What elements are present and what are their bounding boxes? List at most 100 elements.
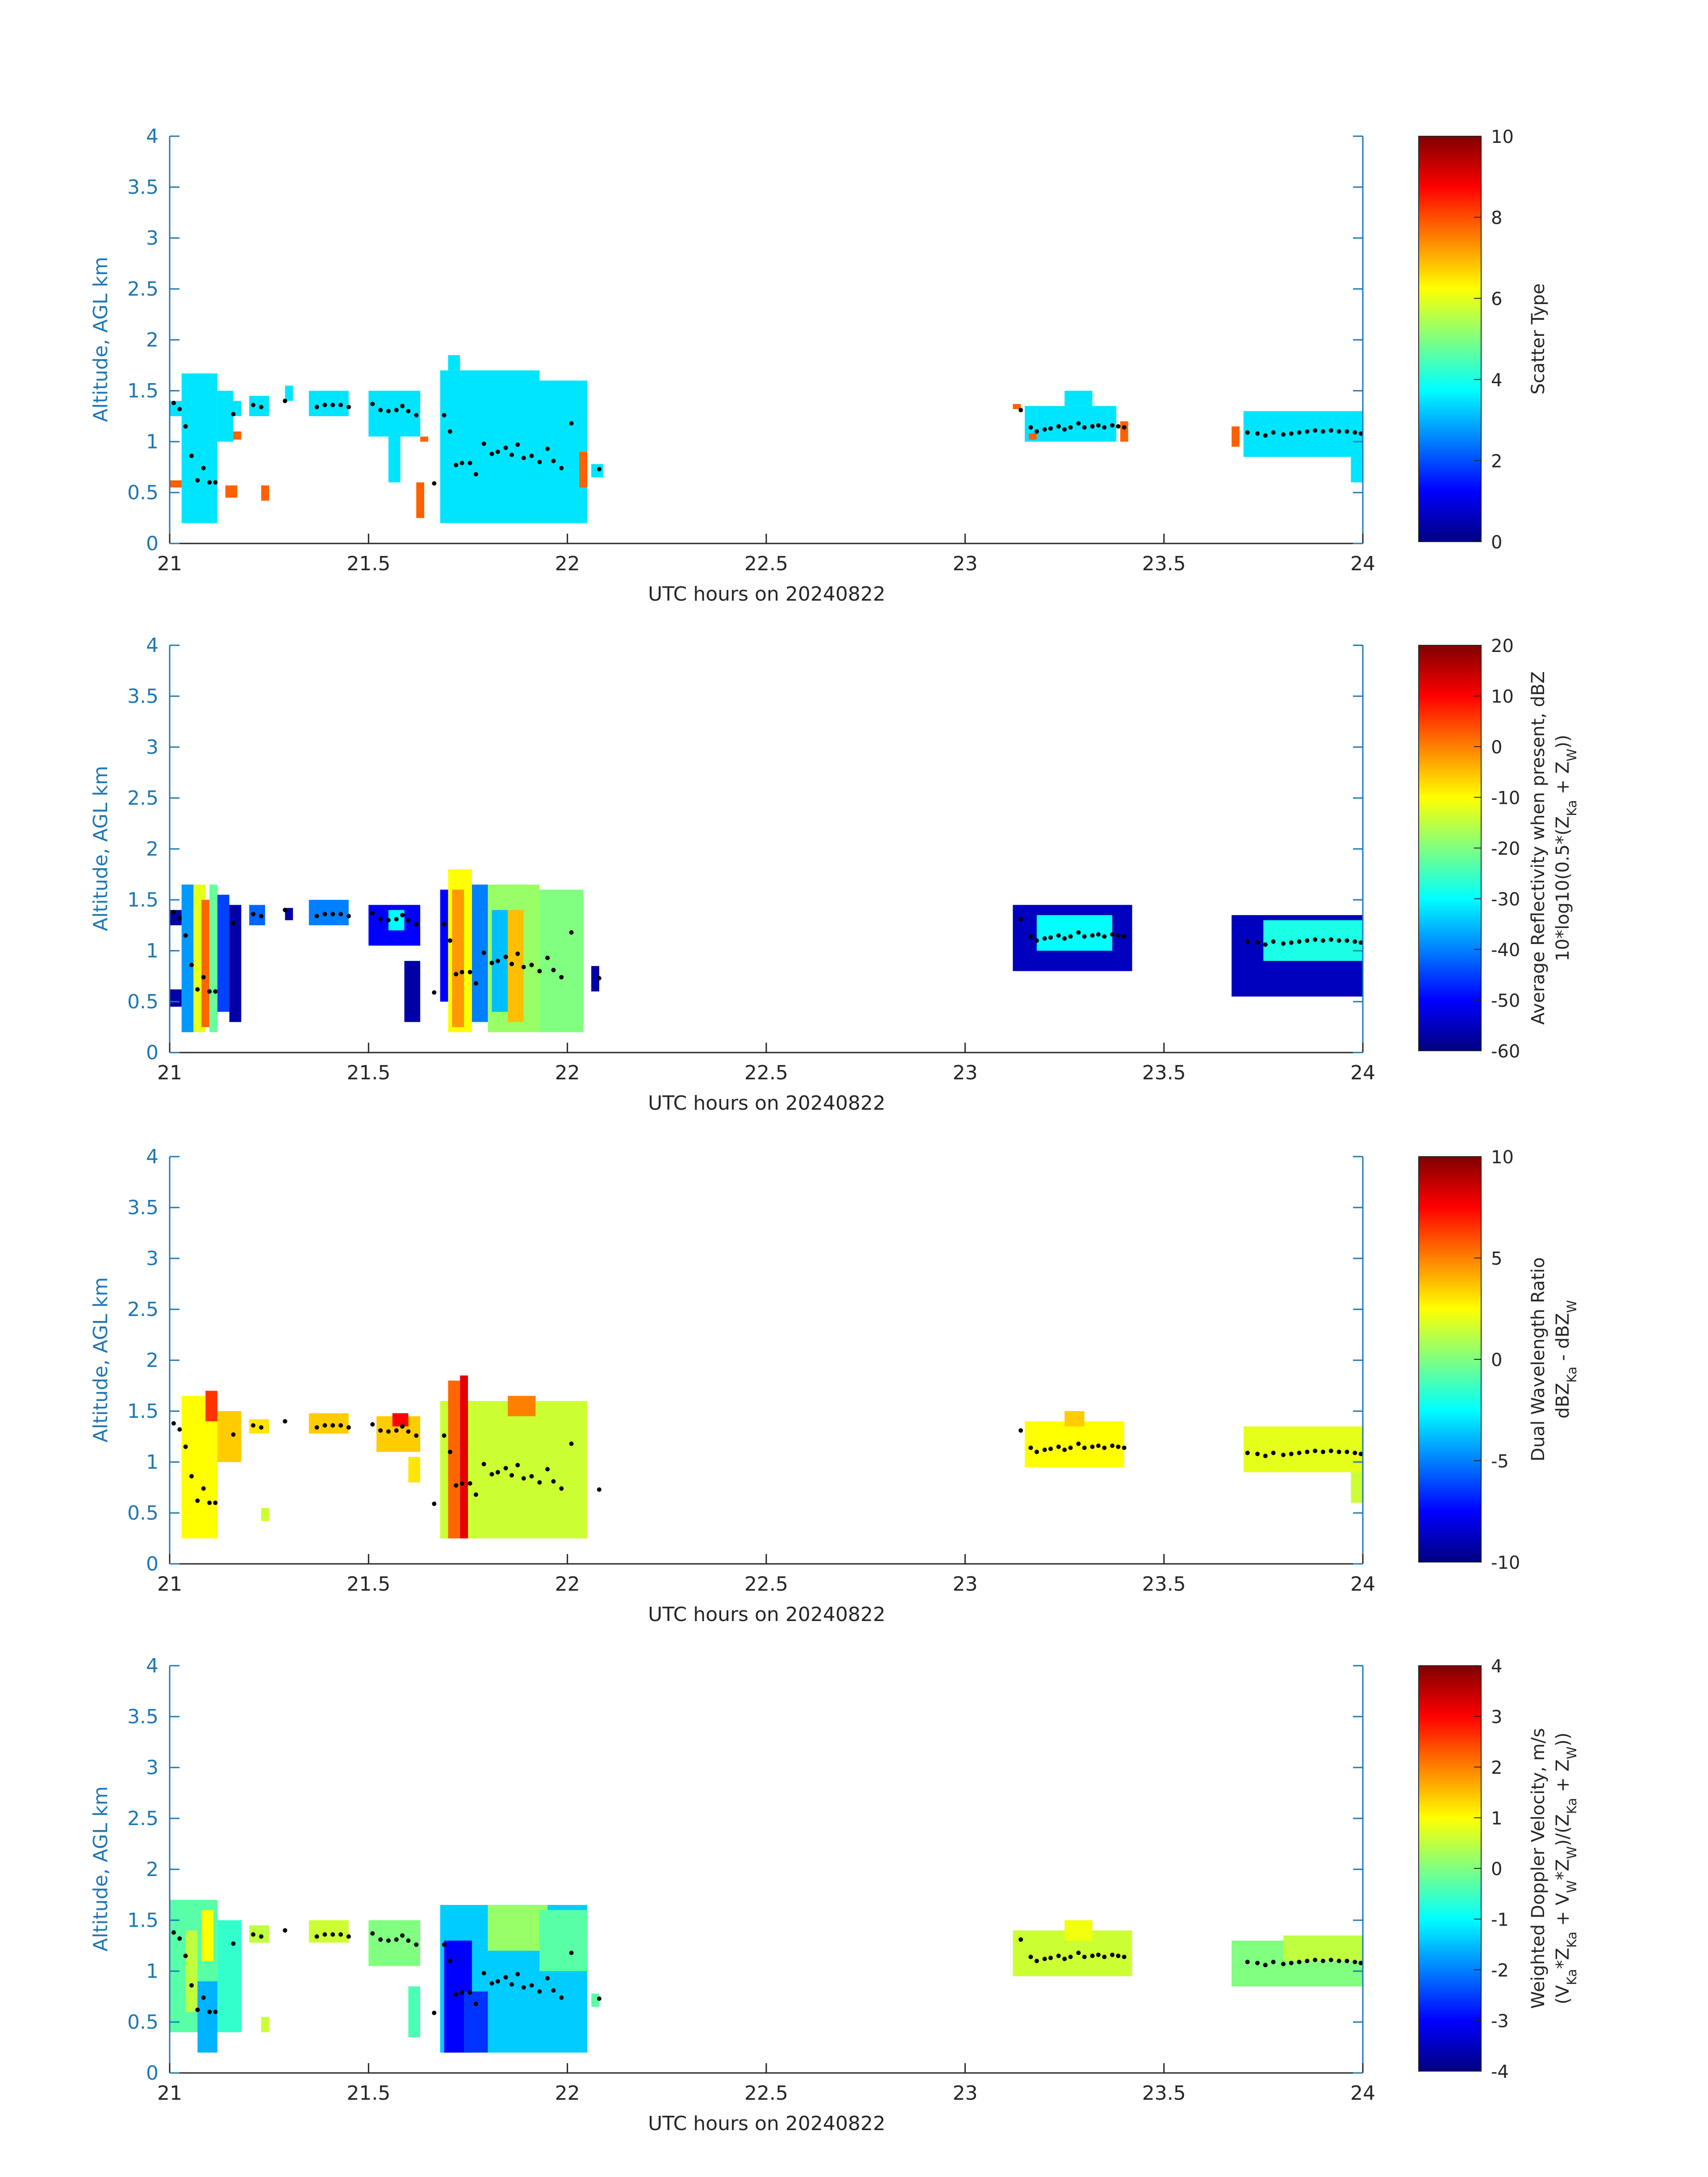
cloud-base-marker bbox=[509, 1473, 514, 1478]
cloud-base-marker bbox=[207, 480, 212, 485]
cloud-base-marker bbox=[1281, 1962, 1286, 1966]
x-tick-labels: 21 21.5 22 22.5 23 23.5 24 bbox=[157, 1554, 1375, 1596]
y-tick-label: 0 bbox=[146, 532, 159, 555]
y-tick-label: 1 bbox=[146, 1451, 159, 1474]
y-tick-label: 3.5 bbox=[127, 1705, 159, 1728]
cloud-base-marker bbox=[442, 922, 447, 927]
cloud-base-marker bbox=[1336, 1959, 1341, 1964]
y-tick-label: 4 bbox=[146, 125, 159, 148]
data-cell bbox=[1065, 391, 1093, 406]
cloud-base-marker bbox=[406, 1938, 411, 1943]
cloud-base-marker bbox=[1056, 1444, 1061, 1449]
cloud-base-marker bbox=[432, 990, 437, 995]
cloud-base-marker bbox=[330, 402, 335, 407]
data-cell bbox=[1120, 421, 1128, 442]
colorbar-tick-label: 4 bbox=[1491, 1656, 1502, 1677]
data-cell bbox=[508, 910, 524, 1022]
cloud-base-marker bbox=[195, 478, 200, 483]
x-tick-label: 23.5 bbox=[1142, 1061, 1186, 1084]
cloud-base-marker bbox=[489, 1472, 494, 1477]
x-axis-label: UTC hours on 20240822 bbox=[648, 1603, 885, 1626]
cloud-base-marker bbox=[495, 958, 500, 963]
data-cell bbox=[170, 480, 182, 488]
y-axis-label: Altitude, AGL km bbox=[89, 766, 112, 931]
cloud-base-marker bbox=[338, 1423, 343, 1428]
cloud-base-marker bbox=[378, 408, 383, 413]
colorbar-label: Average Reflectivity when present, dBZ 10… bbox=[1528, 671, 1579, 1024]
x-tick-labels: 21 21.5 22 22.5 23 23.5 24 bbox=[157, 1043, 1375, 1084]
x-tick-label: 21.5 bbox=[347, 1061, 390, 1084]
cloud-base-marker bbox=[489, 961, 494, 965]
cloud-base-marker bbox=[537, 1480, 542, 1485]
cloud-base-marker bbox=[414, 413, 419, 418]
cloud-base-marker bbox=[201, 1486, 206, 1491]
cloud-base-marker bbox=[330, 1423, 335, 1428]
data-cell bbox=[201, 900, 210, 1027]
cloud-base-marker bbox=[1019, 1937, 1023, 1942]
x-tick-label: 22.5 bbox=[744, 2082, 788, 2105]
cloud-base-marker bbox=[551, 1479, 556, 1484]
cloud-base-marker bbox=[551, 1988, 556, 1993]
panel-doppler-velocity: 21 21.5 22 22.5 23 23.5 24 0 0.5 1 1.5 2 2.5 3 3.5 4 U… bbox=[0, 1529, 1708, 2146]
y-tick-label: 0 bbox=[146, 1553, 159, 1575]
cloud-base-marker bbox=[1076, 1442, 1081, 1446]
cloud-base-marker bbox=[414, 1433, 419, 1438]
colorbar-label: Dual Wavelength Ratio dBZKa - dBZW bbox=[1528, 1257, 1579, 1461]
panel-scatter-type: 21 21.5 22 22.5 23 23.5 24 0 0.5 1 1.5 2 2.5 3 3.5 4 U… bbox=[0, 0, 1708, 616]
y-tick-label: 1.5 bbox=[127, 1400, 159, 1423]
cloud-base-marker bbox=[251, 1423, 255, 1428]
cloud-base-marker bbox=[529, 1474, 534, 1479]
x-tick-label: 21 bbox=[157, 1573, 182, 1596]
cloud-base-marker bbox=[537, 969, 542, 974]
cloud-base-marker bbox=[1281, 432, 1286, 437]
x-tick-label: 21 bbox=[157, 1061, 182, 1084]
data-cell bbox=[368, 391, 421, 437]
cloud-base-marker bbox=[1271, 1960, 1276, 1964]
cloud-base-marker bbox=[1305, 429, 1310, 434]
cloud-base-marker bbox=[330, 1932, 335, 1937]
cloud-base-marker bbox=[183, 1444, 188, 1449]
cloud-base-marker bbox=[1122, 1955, 1127, 1960]
cloud-base-marker bbox=[454, 1992, 459, 1997]
x-axis-label: UTC hours on 20240822 bbox=[648, 2112, 885, 2135]
cloud-base-marker bbox=[251, 911, 255, 916]
cloud-base-marker bbox=[1305, 1959, 1310, 1964]
cloud-base-marker bbox=[207, 989, 212, 994]
data-cell bbox=[416, 482, 424, 518]
cloud-base-marker bbox=[1082, 425, 1087, 430]
y-tick-label: 2 bbox=[146, 329, 159, 351]
data-cell bbox=[309, 900, 349, 925]
cloud-base-marker bbox=[1328, 1957, 1333, 1962]
cloud-base-marker bbox=[1090, 1953, 1095, 1958]
data-cell bbox=[1013, 404, 1021, 409]
colorbar-tick-label: 0 bbox=[1491, 1350, 1502, 1371]
cloud-base-marker bbox=[515, 951, 520, 956]
cloud-base-marker bbox=[569, 930, 574, 935]
cloud-base-marker bbox=[529, 453, 534, 458]
cloud-base-marker bbox=[569, 1442, 574, 1446]
cloud-base-marker bbox=[1122, 425, 1127, 430]
cloud-base-marker bbox=[1263, 1963, 1268, 1968]
cloud-base-marker bbox=[1056, 424, 1061, 429]
cloud-base-marker bbox=[495, 1979, 500, 1984]
cloud-base-marker bbox=[386, 1429, 391, 1434]
y-tick-label: 1 bbox=[146, 1960, 159, 1983]
data-cell bbox=[225, 485, 238, 498]
colorbar-tick-label: 0 bbox=[1491, 737, 1502, 758]
cloud-base-marker bbox=[394, 917, 399, 922]
cloud-base-marker bbox=[195, 2007, 200, 2012]
cloud-base-marker bbox=[394, 1937, 399, 1942]
cloud-base-marker bbox=[515, 1972, 520, 1976]
x-axis-label: UTC hours on 20240822 bbox=[648, 1092, 885, 1115]
y-tick-label: 3 bbox=[146, 227, 159, 250]
cloud-base-marker bbox=[1297, 1450, 1302, 1455]
y-tick-label: 3.5 bbox=[127, 176, 159, 199]
colorbar-label-line: Weighted Doppler Velocity, m/s bbox=[1528, 1728, 1549, 2009]
cloud-base-marker bbox=[231, 921, 236, 926]
y-tick-labels: 0 0.5 1 1.5 2 2.5 3 3.5 4 bbox=[127, 1655, 1363, 2085]
plot-area bbox=[169, 136, 1364, 544]
x-tick-label: 21.5 bbox=[347, 2082, 390, 2105]
data-cell bbox=[209, 884, 217, 1032]
cloud-base-marker bbox=[189, 453, 194, 458]
data-cell bbox=[408, 1986, 421, 2038]
